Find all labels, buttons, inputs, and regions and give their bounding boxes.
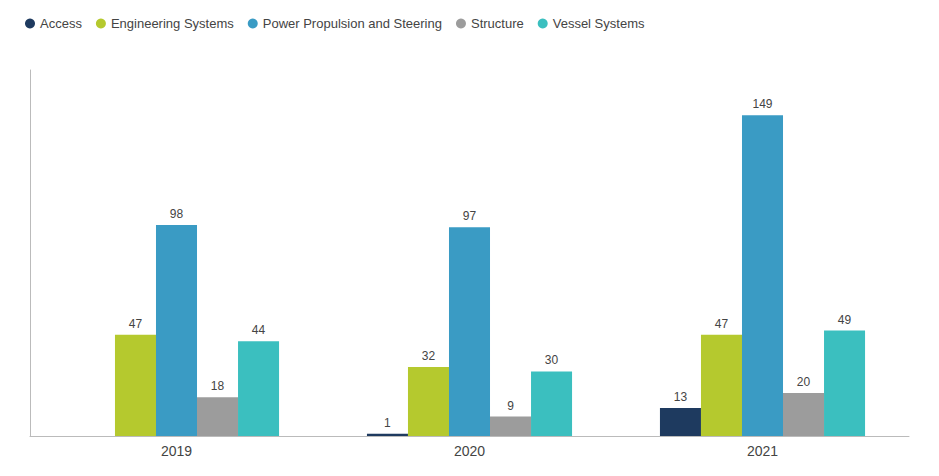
svg-text:20: 20 bbox=[797, 375, 811, 389]
svg-text:2020: 2020 bbox=[454, 443, 485, 459]
svg-text:149: 149 bbox=[752, 97, 772, 111]
svg-text:2019: 2019 bbox=[161, 443, 192, 459]
svg-text:Power Propulsion and Steering: Power Propulsion and Steering bbox=[263, 16, 442, 31]
svg-text:47: 47 bbox=[715, 317, 729, 331]
svg-text:49: 49 bbox=[838, 313, 852, 327]
svg-text:47: 47 bbox=[129, 317, 143, 331]
svg-text:13: 13 bbox=[674, 390, 688, 404]
svg-text:98: 98 bbox=[170, 207, 184, 221]
svg-text:1: 1 bbox=[384, 416, 391, 430]
svg-text:2021: 2021 bbox=[747, 443, 778, 459]
svg-text:30: 30 bbox=[545, 353, 559, 367]
svg-text:97: 97 bbox=[463, 209, 477, 223]
svg-text:Access: Access bbox=[40, 16, 82, 31]
svg-text:Engineering Systems: Engineering Systems bbox=[111, 16, 234, 31]
svg-text:Vessel Systems: Vessel Systems bbox=[553, 16, 645, 31]
svg-text:Structure: Structure bbox=[471, 16, 524, 31]
svg-text:18: 18 bbox=[211, 379, 225, 393]
svg-text:44: 44 bbox=[252, 323, 266, 337]
svg-text:9: 9 bbox=[507, 399, 514, 413]
svg-text:32: 32 bbox=[422, 349, 436, 363]
